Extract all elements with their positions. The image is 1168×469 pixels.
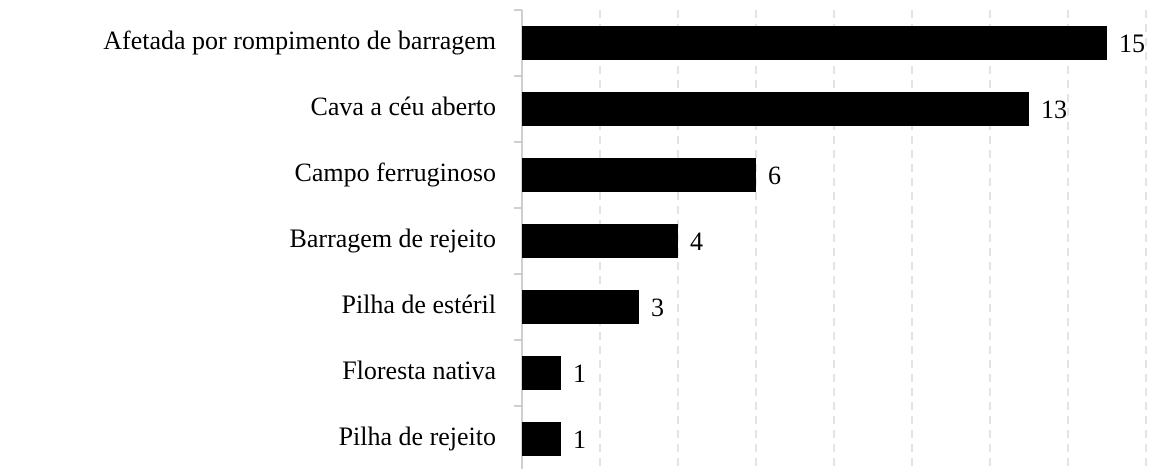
bar bbox=[522, 290, 639, 324]
data-label: 3 bbox=[651, 293, 664, 322]
bar bbox=[522, 422, 561, 456]
bar bbox=[522, 92, 1029, 126]
y-tick-label: Pilha de estéril bbox=[341, 290, 496, 319]
data-label: 15 bbox=[1119, 29, 1145, 58]
bar bbox=[522, 224, 678, 258]
data-label: 13 bbox=[1041, 95, 1067, 124]
y-tick-label: Cava a céu aberto bbox=[310, 92, 496, 121]
data-label: 1 bbox=[573, 425, 586, 454]
data-label: 4 bbox=[690, 227, 703, 256]
bar bbox=[522, 26, 1107, 60]
bar bbox=[522, 158, 756, 192]
bar bbox=[522, 356, 561, 390]
y-tick-label: Campo ferruginoso bbox=[295, 158, 496, 187]
data-label: 1 bbox=[573, 359, 586, 388]
y-tick-label: Barragem de rejeito bbox=[290, 224, 496, 253]
y-tick-label: Pilha de rejeito bbox=[339, 422, 496, 451]
y-tick-label: Afetada por rompimento de barragem bbox=[103, 26, 496, 55]
y-tick-label: Floresta nativa bbox=[342, 356, 496, 385]
data-label: 6 bbox=[768, 161, 781, 190]
